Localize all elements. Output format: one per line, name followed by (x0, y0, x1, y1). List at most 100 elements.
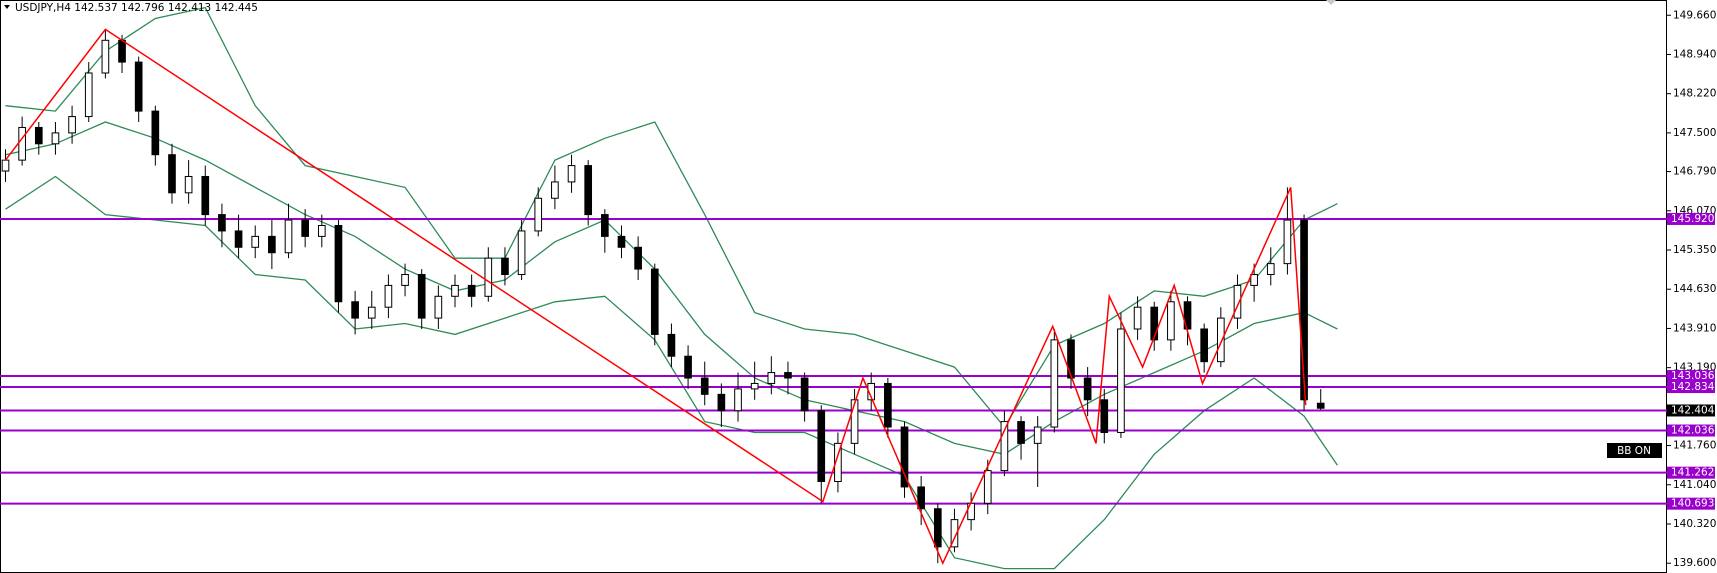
y-tick-label: 148.940 (1673, 48, 1716, 60)
candle-body (184, 175, 193, 194)
candle-body (634, 246, 642, 270)
shift-marker (1326, 0, 1336, 5)
candle-body (1167, 301, 1175, 341)
candle-body (451, 284, 459, 297)
candle-body (950, 519, 959, 548)
candle-body (534, 197, 543, 232)
candle-body (717, 393, 726, 412)
level-label: 142.834 (1671, 381, 1715, 393)
y-tick-label: 140.320 (1673, 518, 1716, 530)
candle-body (434, 295, 443, 319)
candle-body (617, 235, 626, 248)
candle-body (750, 382, 759, 390)
candle-body (1133, 306, 1142, 330)
level-label-bg (1667, 381, 1715, 394)
y-tick-label: 144.630 (1673, 283, 1716, 295)
candle-body (1000, 421, 1009, 472)
candle-body (268, 235, 276, 254)
level-label: 140.693 (1671, 498, 1714, 510)
candle-body (933, 508, 942, 548)
candle-body (1100, 399, 1109, 433)
candle-body (467, 284, 476, 297)
candle-body (767, 372, 776, 384)
candle-body (867, 382, 876, 401)
y-tick-label: 143.910 (1673, 322, 1716, 334)
candle-body (284, 219, 293, 254)
bollinger-upper (5, 6, 1338, 429)
candle-body (700, 377, 709, 395)
candle-body (817, 410, 826, 482)
menu-arrow (4, 5, 10, 9)
candle-body (551, 181, 559, 199)
bollinger-lower (5, 175, 1338, 570)
level-label-bg (1667, 424, 1715, 437)
candle-body (234, 230, 243, 248)
candle-body (1216, 317, 1225, 363)
candle-body (684, 355, 692, 379)
badge: BB ON (1617, 445, 1651, 457)
plot-area (0, 6, 1667, 570)
candle-body (384, 284, 393, 308)
candle-body (834, 442, 842, 482)
zigzag (4, 28, 1307, 566)
candle-body (601, 214, 609, 237)
candle-body (1200, 328, 1209, 363)
candle-body (1017, 421, 1025, 444)
candle-body (917, 486, 925, 510)
candle-body (34, 126, 43, 145)
candle-body (900, 426, 909, 488)
candle-body (1233, 284, 1242, 319)
candle-body (18, 126, 26, 161)
candle-body (134, 61, 143, 112)
candle-body (168, 154, 176, 194)
level-label: 143.036 (1671, 370, 1715, 382)
candle-body (1050, 339, 1059, 428)
candle-body (51, 132, 60, 145)
y-tick-label: 148.220 (1673, 88, 1716, 100)
candle-body (317, 224, 326, 237)
level-label: 142.036 (1671, 425, 1715, 437)
y-tick-label: 146.790 (1673, 166, 1716, 178)
y-tick-label: 147.500 (1673, 127, 1716, 139)
candle-body (983, 470, 992, 504)
candle-body (1250, 274, 1258, 286)
candle-body (667, 333, 676, 357)
candle-body (218, 214, 226, 232)
candle-body (800, 377, 809, 412)
candle-body (84, 72, 93, 118)
candle-body (784, 372, 792, 379)
current-price-label-bg (1667, 404, 1715, 417)
level-label-bg (1667, 212, 1715, 225)
candle-body (1033, 426, 1042, 444)
candle-body (1300, 219, 1308, 401)
candle-body (1083, 377, 1092, 401)
level-label: 145.920 (1671, 213, 1714, 225)
candle-body (301, 219, 309, 237)
candle-body (1266, 263, 1275, 276)
level-label-bg (1667, 370, 1715, 383)
candle-body (417, 274, 426, 319)
candle-body (517, 230, 526, 276)
candle-body (584, 165, 593, 216)
candle-body (1117, 328, 1125, 433)
candle-body (1067, 339, 1075, 379)
current-price-label: 142.404 (1671, 404, 1715, 416)
bollinger-middle (5, 121, 1338, 455)
candle-body (1, 159, 10, 172)
candle-body (151, 110, 160, 156)
candle-body (650, 268, 659, 335)
y-tick-label: 149.660 (1673, 9, 1716, 21)
candle-body (484, 257, 493, 297)
candle-body (884, 382, 892, 428)
candle-body (850, 399, 859, 444)
level-label-bg (1667, 497, 1715, 510)
candle-body (68, 116, 76, 134)
symbol-info: USDJPY,H4 142.537 142.796 142.413 142.44… (15, 2, 258, 14)
level-label-bg (1667, 466, 1715, 479)
candle-body (251, 235, 260, 248)
candle-body (201, 175, 210, 216)
badge-bg (1607, 443, 1662, 458)
plot-frame (0, 0, 1667, 573)
